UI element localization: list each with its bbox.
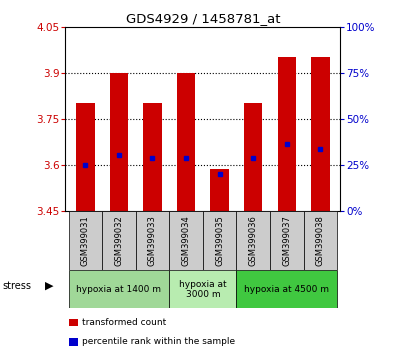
Text: GSM399036: GSM399036 xyxy=(249,215,258,266)
Bar xyxy=(236,270,337,308)
Bar xyxy=(177,73,195,211)
Bar xyxy=(311,57,329,211)
Text: hypoxia at 1400 m: hypoxia at 1400 m xyxy=(76,285,162,294)
Text: ▶: ▶ xyxy=(45,281,54,291)
Bar xyxy=(136,211,169,270)
Text: hypoxia at
3000 m: hypoxia at 3000 m xyxy=(179,280,227,299)
Text: GSM399031: GSM399031 xyxy=(81,215,90,266)
Text: GSM399033: GSM399033 xyxy=(148,215,157,266)
Bar xyxy=(203,211,236,270)
Text: GSM399032: GSM399032 xyxy=(115,215,123,266)
Title: GDS4929 / 1458781_at: GDS4929 / 1458781_at xyxy=(126,12,280,25)
Bar xyxy=(143,103,162,211)
Bar xyxy=(169,211,203,270)
Bar xyxy=(76,103,94,211)
Text: GSM399037: GSM399037 xyxy=(282,215,291,266)
Bar xyxy=(69,211,102,270)
Bar xyxy=(110,73,128,211)
Text: hypoxia at 4500 m: hypoxia at 4500 m xyxy=(244,285,329,294)
Bar xyxy=(69,270,169,308)
Bar xyxy=(278,57,296,211)
Bar xyxy=(304,211,337,270)
Bar xyxy=(211,169,229,211)
Text: stress: stress xyxy=(2,281,31,291)
Text: GSM399034: GSM399034 xyxy=(182,215,190,266)
Text: percentile rank within the sample: percentile rank within the sample xyxy=(82,337,235,347)
Text: transformed count: transformed count xyxy=(82,318,166,327)
Bar xyxy=(236,211,270,270)
Bar xyxy=(169,270,236,308)
Text: GSM399035: GSM399035 xyxy=(215,215,224,266)
Text: GSM399038: GSM399038 xyxy=(316,215,325,266)
Bar xyxy=(244,103,262,211)
Bar xyxy=(102,211,136,270)
Bar xyxy=(270,211,304,270)
